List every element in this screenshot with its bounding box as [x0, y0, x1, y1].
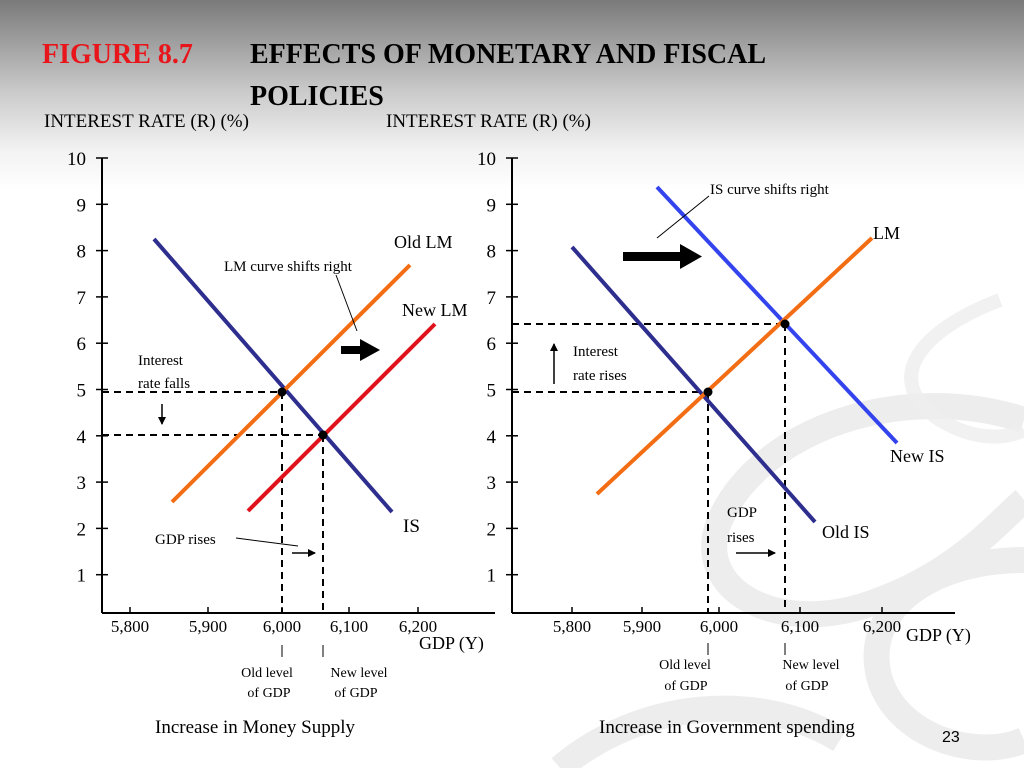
- old-is-curve: [570, 245, 817, 524]
- left-x-tick-label: 6,100: [330, 617, 368, 636]
- is-shift-pointer: [656, 195, 710, 239]
- right-y-tick-label: 7: [487, 288, 497, 309]
- right-old-equilibrium: [703, 387, 713, 397]
- right-gdp-rises-label-1: GDP: [727, 505, 757, 521]
- figure-label: FIGURE 8.7: [42, 39, 193, 70]
- left-y-tick-label: 7: [77, 288, 87, 309]
- left-is-curve: [152, 237, 394, 514]
- right-y-tick-label: 1: [487, 566, 497, 587]
- right-new-level-label-1: New level: [782, 658, 839, 673]
- left-x-axis-title: GDP (Y): [419, 633, 484, 654]
- left-y-tick-label: 4: [77, 427, 87, 448]
- right-y-tick-label: 5: [487, 381, 497, 402]
- right-x-tick-label: 6,000: [700, 617, 738, 636]
- new-lm-label: New LM: [402, 300, 468, 320]
- left-y-tick-label: 1: [77, 566, 87, 587]
- left-y-tick-label: 6: [77, 334, 87, 355]
- left-is-label: IS: [403, 516, 420, 537]
- lm-shift-label: LM curve shifts right: [224, 259, 353, 275]
- right-y-tick-label: 9: [487, 195, 497, 216]
- interest-rises-label-1: Interest: [573, 344, 619, 360]
- lm-shift-pointer: [335, 274, 358, 332]
- right-y-tick-label: 8: [487, 242, 497, 263]
- left-new-level-label-2: of GDP: [334, 686, 377, 701]
- interest-rises-label-2: rate rises: [573, 368, 627, 384]
- slide-number: 23: [942, 729, 960, 746]
- new-is-label: New IS: [890, 446, 945, 466]
- right-lm-curve: [595, 236, 874, 496]
- new-lm-curve: [246, 322, 437, 513]
- left-y-axis-title: INTEREST RATE (R) (%): [44, 111, 249, 132]
- right-x-tick-label: 5,800: [553, 617, 591, 636]
- left-new-level-label-1: New level: [330, 666, 387, 681]
- left-x-tick-label: 5,900: [189, 617, 227, 636]
- left-x-tick-label: 6,000: [263, 617, 301, 636]
- right-gdp-rises-label-2: rises: [727, 530, 755, 546]
- right-y-tick-label: 4: [487, 427, 497, 448]
- right-caption: Increase in Government spending: [599, 717, 855, 738]
- right-new-level-label-2: of GDP: [785, 679, 828, 694]
- left-old-level-label-2: of GDP: [247, 686, 290, 701]
- old-is-label: Old IS: [822, 522, 870, 542]
- gdp-rises-pointer: [235, 537, 299, 547]
- right-x-tick-label: 6,200: [863, 617, 901, 636]
- right-y-axis-title: INTEREST RATE (R) (%): [386, 111, 591, 132]
- left-old-level-label-1: Old level: [241, 666, 293, 681]
- left-panel: 10 9 8 7 6 5 4 3 2 1 5,800 5,900 6,000 6,100 6,200: [67, 149, 495, 701]
- interest-falls-label-1: Interest: [138, 353, 184, 369]
- new-is-curve: [655, 185, 899, 445]
- right-x-tick-label: 6,100: [781, 617, 819, 636]
- right-old-level-label-1: Old level: [659, 658, 711, 673]
- right-y-tick-label: 6: [487, 334, 497, 355]
- right-old-level-label-2: of GDP: [664, 679, 707, 694]
- right-x-axis-title: GDP (Y): [906, 625, 971, 646]
- is-shift-arrow: [623, 244, 702, 269]
- right-panel: 10 9 8 7 6 5 4 3 2 1 5,800 5,900 6,000 6,100 6,200 IS…: [477, 149, 971, 694]
- slide-title: FIGURE 8.7 EFFECTS OF MONETARY AND FISCA…: [42, 34, 766, 112]
- old-lm-label: Old LM: [394, 232, 453, 252]
- left-old-equilibrium: [277, 387, 287, 397]
- left-y-tick-label: 10: [67, 149, 86, 170]
- left-y-tick-label: 3: [77, 473, 87, 494]
- left-y-tick-label: 2: [77, 519, 87, 540]
- left-y-tick-label: 5: [77, 381, 87, 402]
- right-y-tick-label: 10: [477, 149, 496, 170]
- left-y-tick-label: 9: [77, 195, 87, 216]
- right-y-tick-label: 3: [487, 473, 497, 494]
- lm-shift-arrow: [341, 339, 380, 361]
- title-line-1: EFFECTS OF MONETARY AND FISCAL: [250, 39, 767, 70]
- right-x-tick-label: 5,900: [623, 617, 661, 636]
- gdp-rises-label: GDP rises: [155, 532, 216, 548]
- interest-falls-label-2: rate falls: [138, 376, 190, 392]
- left-x-tick-label: 6,200: [399, 617, 437, 636]
- left-new-equilibrium: [318, 430, 328, 440]
- old-lm-curve: [170, 263, 412, 504]
- right-new-equilibrium: [780, 319, 790, 329]
- left-y-tick-label: 8: [77, 242, 87, 263]
- title-line-2: POLICIES: [250, 81, 384, 112]
- is-shift-label: IS curve shifts right: [710, 182, 830, 198]
- right-y-tick-label: 2: [487, 519, 497, 540]
- left-x-tick-label: 5,800: [111, 617, 149, 636]
- left-caption: Increase in Money Supply: [155, 717, 355, 738]
- right-lm-label: LM: [873, 223, 900, 243]
